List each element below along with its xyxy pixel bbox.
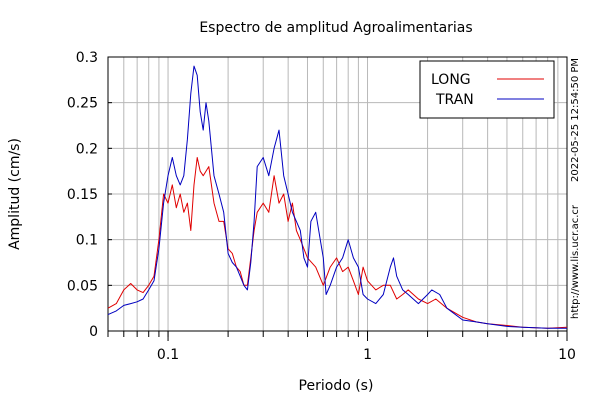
series-line-tran bbox=[107, 65, 567, 329]
legend-label-tran: TRAN bbox=[435, 92, 474, 108]
y-axis: 0 0.05 0.1 0.15 0.2 0.25 0.3 bbox=[67, 50, 112, 340]
chart-title: Espectro de amplitud Agroalimentarias bbox=[199, 20, 472, 36]
y-tick-label: 0.1 bbox=[76, 233, 98, 249]
y-tick-label: 0 bbox=[89, 324, 98, 340]
y-axis-label: Amplitud (cm/s) bbox=[7, 138, 23, 250]
x-axis-label: Periodo (s) bbox=[299, 378, 374, 394]
y-tick-label: 0.25 bbox=[67, 96, 98, 112]
x-tick-label: 10 bbox=[558, 347, 576, 363]
timestamp-text: 2022-05-25 12:54:50 PM bbox=[570, 58, 581, 182]
series-line-long bbox=[107, 157, 568, 329]
y-tick-label: 0.15 bbox=[67, 187, 98, 203]
x-tick-label: 0.1 bbox=[157, 347, 179, 363]
grid-lines bbox=[107, 56, 567, 332]
x-tick-label: 1 bbox=[363, 347, 372, 363]
series-lines bbox=[107, 65, 568, 329]
x-axis: 0.1 1 10 bbox=[107, 331, 576, 363]
source-url-text: http://www.lis.ucr.ac.cr bbox=[570, 204, 581, 319]
legend: LONG TRAN bbox=[419, 60, 555, 119]
legend-box bbox=[419, 60, 555, 119]
y-tick-label: 0.2 bbox=[76, 141, 98, 157]
y-tick-label: 0.05 bbox=[67, 278, 98, 294]
legend-label-long: LONG bbox=[431, 72, 471, 88]
y-tick-label: 0.3 bbox=[76, 50, 98, 66]
